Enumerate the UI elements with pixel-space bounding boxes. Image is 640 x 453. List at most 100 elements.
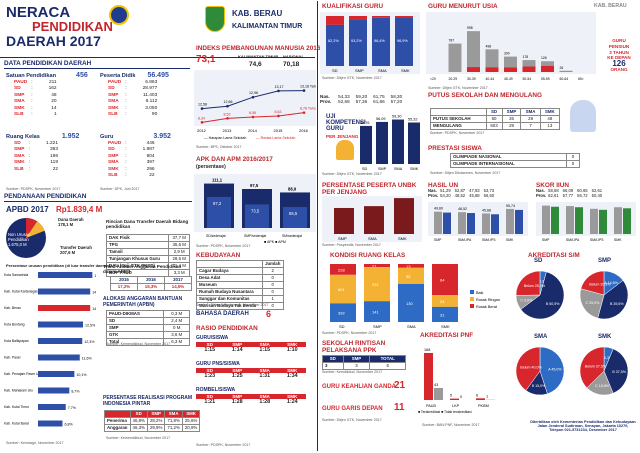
akr-slice-label: B 39,6% <box>610 302 624 306</box>
pnf-source: Sumber: BAN-PNF, November 2017 <box>422 423 480 427</box>
un-bar-2016 <box>590 208 598 234</box>
kv-key: SD <box>108 86 115 92</box>
un-bar-2016 <box>566 206 574 234</box>
rasio-group-title: GURU/SISWA <box>196 335 229 341</box>
kv-key: SD <box>14 86 21 92</box>
footer: Diterbitkan oleh Kementerian Pendidikan … <box>530 420 636 432</box>
kab-bar <box>38 338 83 344</box>
kv-sep: : <box>125 173 127 179</box>
kondisi-value: 55 <box>406 274 411 279</box>
ipm-nas-value: 70,18 <box>283 61 300 68</box>
kv-row: SD: 1.987 <box>106 147 157 153</box>
table-cell: 13 <box>539 122 561 130</box>
un-bar-2017 <box>491 214 499 234</box>
rasio-value: 1:28 <box>231 399 243 405</box>
kv-sep: : <box>31 92 33 98</box>
table-row: Sanggar dan Komunitas 1 <box>196 295 284 303</box>
table-cell: 29 <box>520 115 541 123</box>
pensiun-box: GURU PENSIUN 3 TAHUN KE DEPAN 126 ORANG <box>600 38 638 73</box>
table-cell: 0 <box>566 160 580 168</box>
kondisi-value: 228 <box>338 267 345 272</box>
guru-label: Guru <box>100 134 114 140</box>
ipm-legend2: — Rerata Lama Sekolah <box>256 136 295 140</box>
rasio-col: SMA <box>251 342 279 347</box>
hls-label: 13,17 <box>275 85 284 89</box>
akr-label: SD <box>534 258 543 264</box>
kv-row: SLB: 22 <box>106 173 157 179</box>
kab-bar <box>38 321 83 328</box>
kual-value: 96,9% <box>397 39 408 43</box>
table-cell: DAK Fisik <box>105 234 170 242</box>
hasil-un-table: Nas. 51,29 52,87 47,93 53,73 Prov. 54,20 48,52 4… <box>428 188 496 198</box>
table-row: GTK 3,6 M <box>105 331 190 339</box>
rasio-table: SD SMP SMA SMK 1:23 1:25 1:31 1:34 <box>196 368 306 379</box>
table-row: Tunjangan Khusus Guru 29,6 M <box>105 255 190 263</box>
unbk-cat: SMP <box>338 236 347 241</box>
kv-row: SMA: 6.112 <box>106 99 159 105</box>
akr-label: SMP <box>598 258 612 264</box>
tut-wuri-logo-icon <box>109 5 129 25</box>
akr-slice-label: A 45,0% <box>548 368 562 372</box>
kv-row: SD: 162 <box>12 86 59 92</box>
akr-label: SMA <box>534 334 548 340</box>
un-value: 54,20 <box>440 193 451 198</box>
ipm-nas-label: NASIONAL <box>283 54 304 59</box>
ipm-source: Sumber: BPS, Oktober 2017 <box>196 145 242 149</box>
rls-point <box>302 111 306 114</box>
table-head: 2015 2016 2017 <box>110 276 192 284</box>
kv-value: 446 <box>146 141 155 146</box>
usia-pns-bar <box>541 65 554 72</box>
peserta-didik: Peserta Didik 56.495 PAUD:6.863 SD:28.977 S… <box>100 72 192 118</box>
trend-table: 2015 2016 2017 17,2% 15,3% 14,5% <box>110 276 192 291</box>
hasil-un-title: HASIL UN <box>428 182 459 189</box>
kv-value: 296 <box>146 166 155 172</box>
akr-pie-smk: A 6,3% B 37,5% C 18,8% Belum 37,5% <box>579 346 629 396</box>
un-value: 58,68 <box>548 188 559 193</box>
table-cell: 6,3 M <box>163 338 190 346</box>
rasio-col: SD <box>196 368 224 373</box>
uji-value: 55,32 <box>408 118 418 122</box>
table-head-cell <box>430 108 487 116</box>
iiun-bar-chart: SMP SMA IPA SMA IPS SMK <box>536 202 636 242</box>
kual-bar <box>395 17 413 66</box>
kv-sep: : <box>125 99 127 105</box>
kv-key: SMP <box>108 92 119 98</box>
kv-row: SMP: 804 <box>106 154 157 160</box>
rintisan-title: SEKOLAH RINTISAN PELAKSANA PPK <box>322 340 386 354</box>
table-cell: TPG <box>105 241 170 249</box>
kebudayaan-title: KEBUDAYAAN <box>196 252 241 259</box>
usia-cat: <20 <box>430 77 436 81</box>
data-pendidikan-title: DATA PENDIDIKAN DAERAH <box>4 60 190 69</box>
akr-slice-label: A 14,6% <box>604 281 618 285</box>
kab-bar-chart: Kota Samarinda 15,1% Kab. Kutai Kartanegar… <box>4 272 96 427</box>
kab-bar <box>38 288 91 295</box>
kv-value: 28.977 <box>142 86 158 92</box>
table-head-cell: SMA <box>164 410 183 418</box>
unbk-bar-chart: SMP SMA SMK <box>322 196 422 242</box>
kab-name: Kab. Paser <box>4 356 22 360</box>
title-line2: PENDIDIKAN <box>32 19 113 34</box>
akr-slice <box>580 270 605 296</box>
kondisi-title: KONDISI RUANG KELAS <box>330 252 406 259</box>
un-row: Nas. 51,29 52,87 47,93 53,73 <box>428 188 496 193</box>
kual-bar <box>372 17 390 66</box>
usia-cat: 45-49 <box>504 77 513 81</box>
kondisi-cat: SD <box>339 324 345 329</box>
kondisi-value: 130 <box>406 301 413 306</box>
kondisi-seg <box>330 303 356 322</box>
usia-bukan-bar <box>504 56 517 68</box>
region-logo-icon <box>205 6 225 32</box>
table-cell: MENGULANG <box>430 122 487 130</box>
table-row: OLIMPIADE NASIONAL 0 <box>449 153 580 161</box>
rls-label: 8,78 Tahun <box>300 107 316 111</box>
rasio-col: SMK <box>278 394 306 399</box>
kv-sep: : <box>31 105 33 111</box>
usia-cat: 30-39 <box>467 77 476 81</box>
apk-cat: SD/sederajat <box>206 234 226 238</box>
data-source2: Sumber: DPK, Juni 2017 <box>100 187 140 191</box>
un-bar-2017 <box>623 208 631 234</box>
akr-slice-label: C 18,8% <box>595 384 610 388</box>
kv-value: 6.863 <box>145 80 158 85</box>
usia-title: GURU MENURUT USIA <box>428 3 498 10</box>
iiun-title: SKOR IIUN <box>536 182 570 189</box>
